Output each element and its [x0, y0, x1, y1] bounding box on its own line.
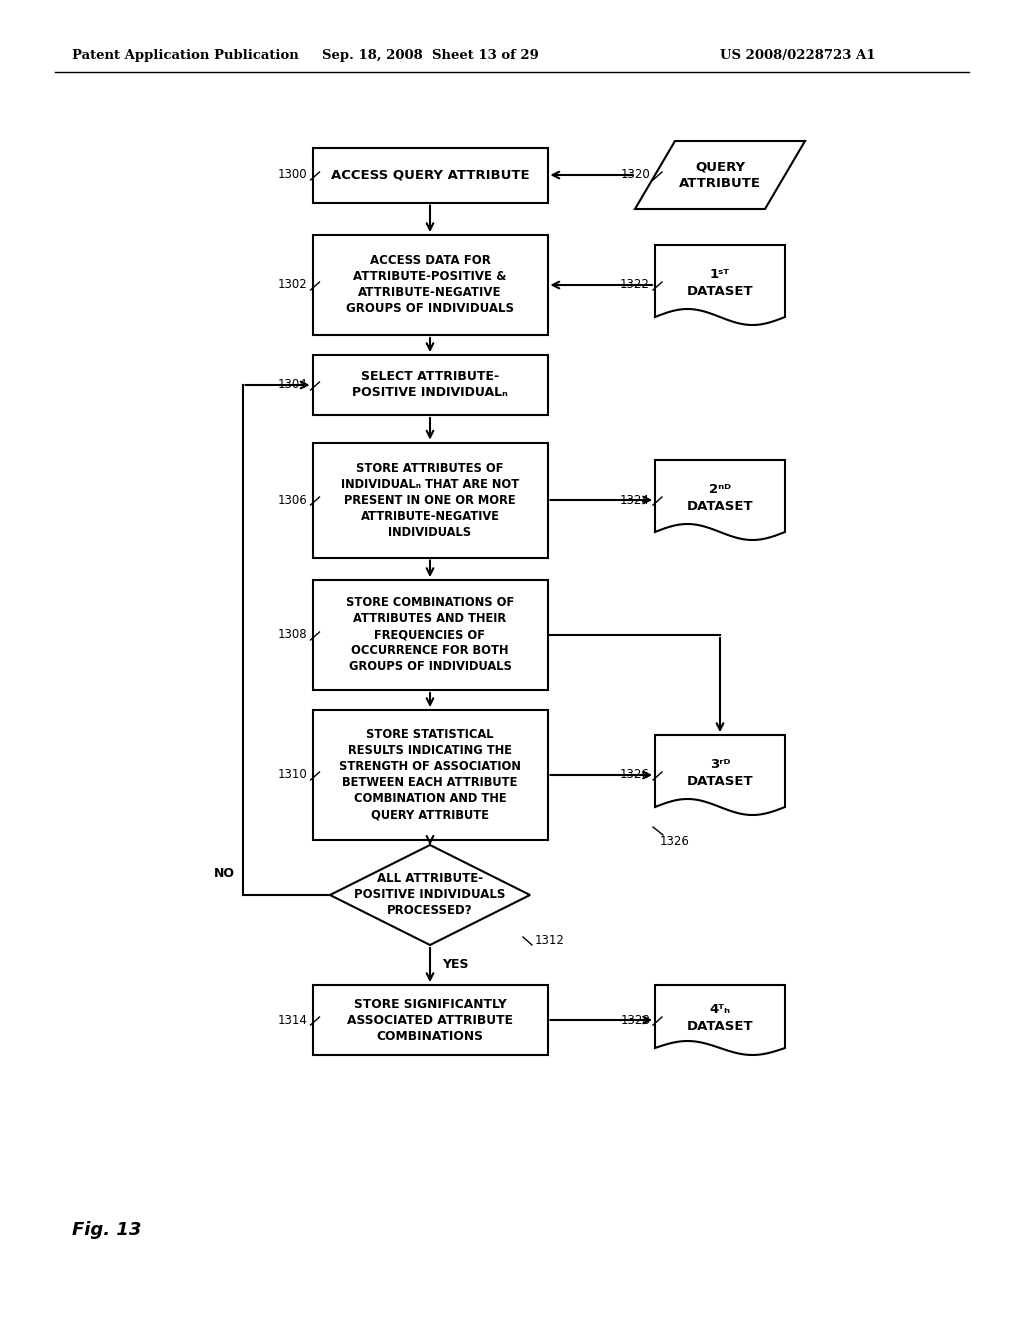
- Bar: [312, 579, 548, 690]
- Text: 1326: 1326: [660, 836, 690, 847]
- Text: Fig. 13: Fig. 13: [72, 1221, 141, 1239]
- Text: 1314: 1314: [278, 1014, 307, 1027]
- Text: 1320: 1320: [621, 169, 650, 181]
- Bar: [312, 985, 548, 1055]
- Text: 1322: 1322: [621, 279, 650, 292]
- Text: US 2008/0228723 A1: US 2008/0228723 A1: [720, 49, 876, 62]
- Text: STORE COMBINATIONS OF
ATTRIBUTES AND THEIR
FREQUENCIES OF
OCCURRENCE FOR BOTH
GR: STORE COMBINATIONS OF ATTRIBUTES AND THE…: [346, 597, 514, 673]
- Text: ALL ATTRIBUTE-
POSITIVE INDIVIDUALS
PROCESSED?: ALL ATTRIBUTE- POSITIVE INDIVIDUALS PROC…: [354, 873, 506, 917]
- Text: Patent Application Publication: Patent Application Publication: [72, 49, 299, 62]
- Text: 1302: 1302: [278, 279, 307, 292]
- Text: Sep. 18, 2008  Sheet 13 of 29: Sep. 18, 2008 Sheet 13 of 29: [322, 49, 539, 62]
- Text: SELECT ATTRIBUTE-
POSITIVE INDIVIDUALₙ: SELECT ATTRIBUTE- POSITIVE INDIVIDUALₙ: [352, 371, 508, 400]
- Text: NO: NO: [213, 867, 234, 880]
- Text: 1300: 1300: [278, 169, 307, 181]
- Polygon shape: [330, 845, 530, 945]
- Text: STORE ATTRIBUTES OF
INDIVIDUALₙ THAT ARE NOT
PRESENT IN ONE OR MORE
ATTRIBUTE-NE: STORE ATTRIBUTES OF INDIVIDUALₙ THAT ARE…: [341, 462, 519, 539]
- Text: 1312: 1312: [535, 933, 565, 946]
- Text: 1ˢᵀ
DATASET: 1ˢᵀ DATASET: [687, 268, 754, 297]
- Bar: [312, 710, 548, 840]
- Text: ACCESS QUERY ATTRIBUTE: ACCESS QUERY ATTRIBUTE: [331, 169, 529, 181]
- Text: 1306: 1306: [278, 494, 307, 507]
- Text: 1326: 1326: [621, 768, 650, 781]
- Text: YES: YES: [442, 958, 469, 972]
- Bar: [312, 442, 548, 557]
- Text: 1324: 1324: [621, 494, 650, 507]
- Text: 1308: 1308: [278, 628, 307, 642]
- Polygon shape: [655, 459, 785, 540]
- Text: 1304: 1304: [278, 379, 307, 392]
- Polygon shape: [635, 141, 805, 209]
- Text: 1328: 1328: [621, 1014, 650, 1027]
- Polygon shape: [655, 735, 785, 814]
- Bar: [312, 235, 548, 335]
- Text: 1310: 1310: [278, 768, 307, 781]
- Polygon shape: [655, 246, 785, 325]
- Text: ACCESS DATA FOR
ATTRIBUTE-POSITIVE &
ATTRIBUTE-NEGATIVE
GROUPS OF INDIVIDUALS: ACCESS DATA FOR ATTRIBUTE-POSITIVE & ATT…: [346, 255, 514, 315]
- Text: STORE STATISTICAL
RESULTS INDICATING THE
STRENGTH OF ASSOCIATION
BETWEEN EACH AT: STORE STATISTICAL RESULTS INDICATING THE…: [339, 729, 521, 821]
- Bar: [312, 355, 548, 414]
- Polygon shape: [655, 985, 785, 1055]
- Text: STORE SIGNIFICANTLY
ASSOCIATED ATTRIBUTE
COMBINATIONS: STORE SIGNIFICANTLY ASSOCIATED ATTRIBUTE…: [347, 998, 513, 1043]
- Text: QUERY
ATTRIBUTE: QUERY ATTRIBUTE: [679, 160, 761, 190]
- Text: 4ᵀₕ
DATASET: 4ᵀₕ DATASET: [687, 1003, 754, 1032]
- Text: 2ⁿᴰ
DATASET: 2ⁿᴰ DATASET: [687, 483, 754, 512]
- Bar: [312, 148, 548, 202]
- Text: 3ʳᴰ
DATASET: 3ʳᴰ DATASET: [687, 758, 754, 788]
